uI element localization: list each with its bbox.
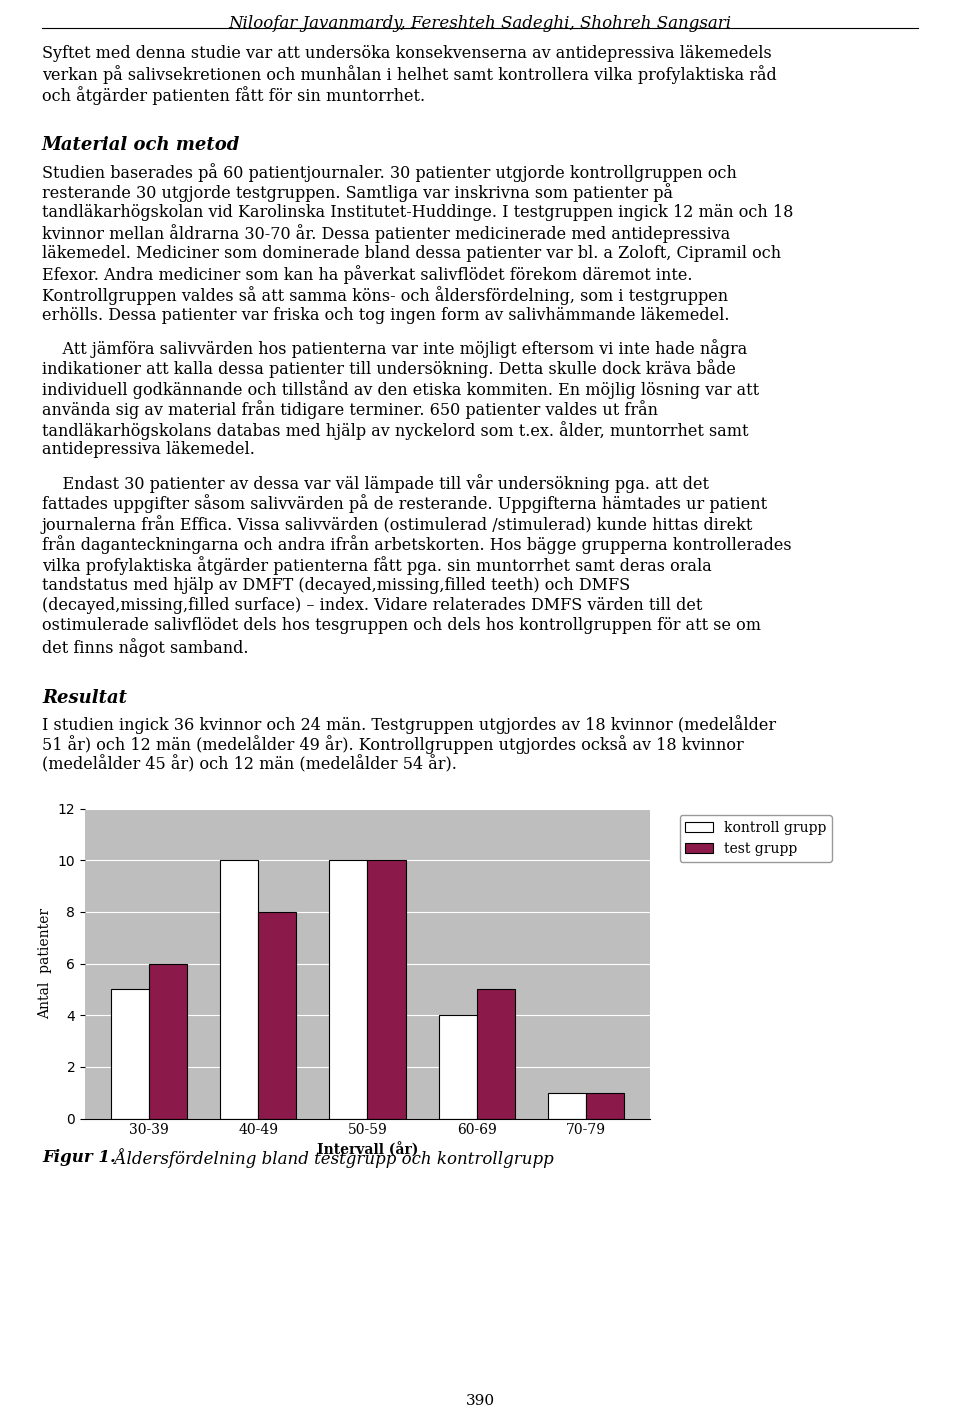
Text: Niloofar Javanmardy, Fereshteh Sadeghi, Shohreh Sangsari: Niloofar Javanmardy, Fereshteh Sadeghi, … bbox=[228, 16, 732, 31]
Text: Material och metod: Material och metod bbox=[42, 137, 240, 154]
Bar bbox=[110, 990, 149, 1118]
Bar bbox=[439, 1015, 477, 1118]
Text: vilka profylaktiska åtgärder patienterna fått pga. sin muntorrhet samt deras ora: vilka profylaktiska åtgärder patienterna… bbox=[42, 556, 711, 575]
Text: Studien baserades på 60 patientjournaler. 30 patienter utgjorde kontrollgruppen : Studien baserades på 60 patientjournaler… bbox=[42, 163, 737, 183]
Text: Kontrollgruppen valdes så att samma köns- och åldersfördelning, som i testgruppe: Kontrollgruppen valdes så att samma köns… bbox=[42, 287, 728, 305]
Legend: kontroll grupp, test grupp: kontroll grupp, test grupp bbox=[680, 816, 832, 861]
Text: ostimulerade salivflödet dels hos tesgruppen och dels hos kontrollgruppen för at: ostimulerade salivflödet dels hos tesgru… bbox=[42, 617, 761, 635]
Bar bbox=[586, 1092, 624, 1118]
Text: Resultat: Resultat bbox=[42, 689, 127, 706]
Bar bbox=[329, 860, 368, 1118]
Text: Åldersfördelning bland testgrupp och kontrollgrupp: Åldersfördelning bland testgrupp och kon… bbox=[104, 1148, 554, 1168]
Bar bbox=[258, 911, 297, 1118]
Text: 390: 390 bbox=[466, 1395, 494, 1407]
Text: kvinnor mellan åldrarna 30-70 år. Dessa patienter medicinerade med antidepressiv: kvinnor mellan åldrarna 30-70 år. Dessa … bbox=[42, 224, 731, 244]
Text: och åtgärder patienten fått för sin muntorrhet.: och åtgärder patienten fått för sin munt… bbox=[42, 86, 425, 106]
Bar bbox=[368, 860, 406, 1118]
Text: resterande 30 utgjorde testgruppen. Samtliga var inskrivna som patienter på: resterande 30 utgjorde testgruppen. Samt… bbox=[42, 184, 673, 202]
Bar bbox=[149, 964, 187, 1118]
Text: det finns något samband.: det finns något samband. bbox=[42, 637, 249, 657]
X-axis label: Intervall (år): Intervall (år) bbox=[317, 1142, 419, 1158]
Text: verkan på salivsekretionen och munhålan i helhet samt kontrollera vilka profylak: verkan på salivsekretionen och munhålan … bbox=[42, 66, 777, 84]
Text: erhölls. Dessa patienter var friska och tog ingen form av salivhämmande läkemede: erhölls. Dessa patienter var friska och … bbox=[42, 307, 730, 324]
Text: I studien ingick 36 kvinnor och 24 män. Testgruppen utgjordes av 18 kvinnor (med: I studien ingick 36 kvinnor och 24 män. … bbox=[42, 714, 776, 734]
Text: (medelålder 45 år) och 12 män (medelålder 54 år).: (medelålder 45 år) och 12 män (medelålde… bbox=[42, 756, 457, 773]
Text: antidepressiva läkemedel.: antidepressiva läkemedel. bbox=[42, 442, 254, 459]
Text: tandläkarhögskolan vid Karolinska Institutet-Huddinge. I testgruppen ingick 12 m: tandläkarhögskolan vid Karolinska Instit… bbox=[42, 204, 793, 221]
Text: använda sig av material från tidigare terminer. 650 patienter valdes ut från: använda sig av material från tidigare te… bbox=[42, 401, 658, 419]
Text: läkemedel. Mediciner som dominerade bland dessa patienter var bl. a Zoloft, Cipr: läkemedel. Mediciner som dominerade blan… bbox=[42, 245, 781, 262]
Text: fattades uppgifter såsom salivvärden på de resterande. Uppgifterna hämtades ur p: fattades uppgifter såsom salivvärden på … bbox=[42, 495, 767, 513]
Text: Endast 30 patienter av dessa var väl lämpade till vår undersökning pga. att det: Endast 30 patienter av dessa var väl läm… bbox=[42, 473, 709, 493]
Bar bbox=[477, 990, 515, 1118]
Text: Figur 1.: Figur 1. bbox=[42, 1148, 116, 1165]
Text: Att jämföra salivvärden hos patienterna var inte möjligt eftersom vi inte hade n: Att jämföra salivvärden hos patienterna … bbox=[42, 339, 747, 358]
Text: Efexor. Andra mediciner som kan ha påverkat salivflödet förekom däremot inte.: Efexor. Andra mediciner som kan ha påver… bbox=[42, 265, 692, 284]
Y-axis label: Antal  patienter: Antal patienter bbox=[38, 908, 52, 1020]
Text: individuell godkännande och tillstånd av den etiska kommiten. En möjlig lösning : individuell godkännande och tillstånd av… bbox=[42, 379, 759, 399]
Text: Syftet med denna studie var att undersöka konsekvenserna av antidepressiva läkem: Syftet med denna studie var att undersök… bbox=[42, 46, 772, 61]
Text: tandläkarhögskolans databas med hjälp av nyckelord som t.ex. ålder, muntorrhet s: tandläkarhögskolans databas med hjälp av… bbox=[42, 421, 749, 439]
Text: från daganteckningarna och andra ifrån arbetskorten. Hos bägge grupperna kontrol: från daganteckningarna och andra ifrån a… bbox=[42, 536, 792, 555]
Text: tandstatus med hjälp av DMFT (decayed,missing,filled teeth) och DMFS: tandstatus med hjälp av DMFT (decayed,mi… bbox=[42, 576, 630, 593]
Bar bbox=[220, 860, 258, 1118]
Text: (decayed,missing,filled surface) – index. Vidare relaterades DMFS värden till de: (decayed,missing,filled surface) – index… bbox=[42, 597, 703, 615]
Text: 51 år) och 12 män (medelålder 49 år). Kontrollgruppen utgjordes också av 18 kvin: 51 år) och 12 män (medelålder 49 år). Ko… bbox=[42, 736, 744, 754]
Text: indikationer att kalla dessa patienter till undersökning. Detta skulle dock kräv: indikationer att kalla dessa patienter t… bbox=[42, 359, 736, 378]
Bar bbox=[548, 1092, 586, 1118]
Text: journalerna från Effica. Vissa salivvärden (ostimulerad /stimulerad) kunde hitta: journalerna från Effica. Vissa salivvärd… bbox=[42, 515, 754, 533]
